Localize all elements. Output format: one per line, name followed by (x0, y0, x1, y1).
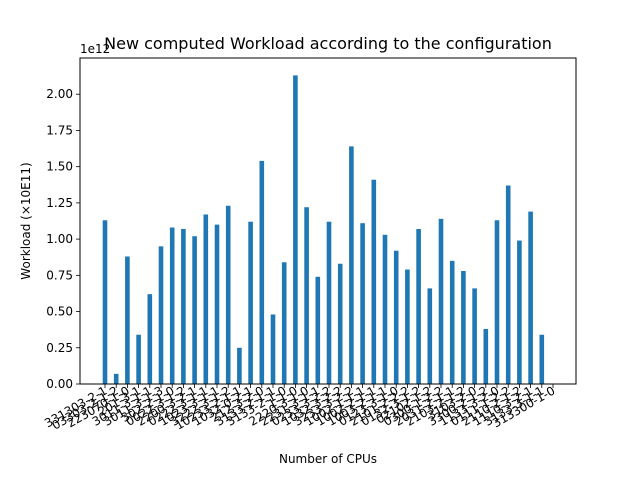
bar (371, 179, 377, 384)
bar (494, 220, 500, 384)
bar (393, 250, 399, 384)
bar (528, 211, 533, 384)
y-tick-label: 0.75 (46, 268, 73, 282)
bar (416, 228, 421, 384)
bar (203, 214, 209, 384)
bar (517, 240, 522, 384)
bar (181, 228, 186, 384)
bar (281, 262, 287, 384)
bar (449, 260, 455, 384)
chart-title: New computed Workload according to the c… (104, 34, 552, 53)
bar (382, 234, 388, 384)
bar (405, 269, 410, 384)
y-tick-label: 1.50 (46, 160, 73, 174)
bar (248, 221, 253, 384)
y-tick-label: 2.00 (46, 87, 73, 101)
bar (472, 288, 477, 384)
bar (113, 373, 119, 384)
y-tick-label: 0.00 (46, 377, 73, 391)
bar (461, 270, 466, 384)
bar (169, 227, 175, 384)
bar (483, 328, 489, 384)
bars-group (102, 75, 545, 385)
y-tick-label: 1.00 (46, 232, 73, 246)
y-tick-label: 0.50 (46, 305, 73, 319)
y-tick-label: 1.75 (46, 123, 73, 137)
bar (225, 205, 231, 384)
bar (147, 294, 153, 384)
bar (293, 75, 298, 385)
bar (438, 218, 444, 384)
bar (102, 220, 108, 384)
y-axis-label: Workload (×10E11) (19, 162, 33, 279)
bar (315, 276, 321, 384)
bar (304, 207, 309, 384)
bar (158, 246, 164, 384)
bar (192, 236, 197, 384)
bar (259, 160, 265, 384)
bar (349, 146, 354, 384)
bar (337, 263, 343, 384)
plot-frame (79, 57, 577, 385)
y-tick-label: 0.25 (46, 341, 73, 355)
bar (237, 347, 242, 384)
bar (125, 256, 130, 384)
bar (539, 334, 545, 384)
y-axis: 0.00 0.25 0.50 0.75 1.00 1.25 1.50 1.75 2.00 (46, 87, 80, 391)
y-offset-text: 1e12 (80, 42, 110, 56)
bar (270, 314, 276, 384)
bar (326, 221, 332, 384)
bar (505, 185, 511, 384)
bar (136, 334, 141, 384)
bar (360, 223, 365, 384)
bar (427, 288, 433, 384)
x-axis-label: Number of CPUs (279, 452, 377, 466)
y-tick-label: 1.25 (46, 196, 73, 210)
bar (214, 224, 220, 384)
